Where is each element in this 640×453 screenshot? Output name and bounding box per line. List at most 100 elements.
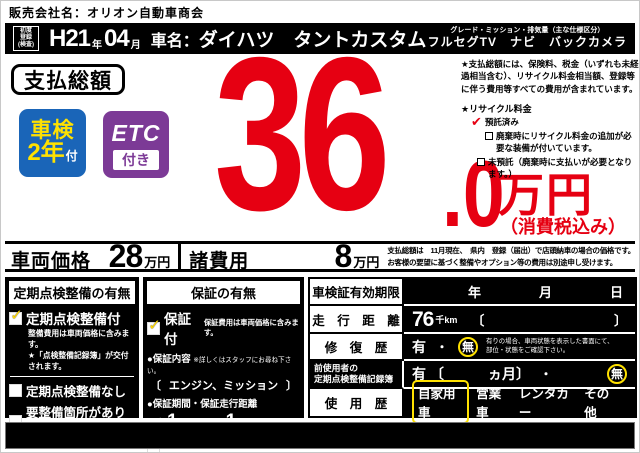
warranty-without-label: 保証なし xyxy=(164,446,215,453)
price-breakdown-row: 車両価格 28 万円 諸費用 8 万円 支払総額は 11月現在、 県内 登録（届… xyxy=(5,238,635,274)
record-label-line1: 前使用者の xyxy=(314,362,358,373)
equipment-list: フルセグTV ナビ バックカメラ xyxy=(427,35,627,50)
etc-badge-text: ETC xyxy=(111,119,161,146)
recycle-add-label: 廃棄時にリサイクル料金の追加が必要な装備が付いています。 xyxy=(496,131,632,153)
table-row-mileage: 走 行 距 離 76 千km 〔 〕 xyxy=(310,306,635,334)
vehicle-header-bar: 初度 登録 (検査) H21 年 04 月 車名： ダイハツ タントカスタム グ… xyxy=(5,23,635,54)
inspection-section-title: 定期点検整備の有無 xyxy=(9,281,135,304)
inspection-with-label: 定期点検整備付 xyxy=(26,312,121,327)
fineprint-column: ★支払総額には、保険料、税金（いずれも未経過相当含む）、リサイクル料金相当額、登… xyxy=(461,58,639,180)
etc-badge-suffix: 付き xyxy=(113,149,159,170)
dealer-name-line: 販売会社名：オリオン自動車商会 xyxy=(9,4,204,21)
etc-badge: ETC 付き xyxy=(103,111,169,178)
mileage-unit: 千km xyxy=(435,314,458,325)
registration-month: 04 xyxy=(104,24,130,52)
usage-option-commercial: 営業車 xyxy=(476,387,502,421)
usage-option-private-selected: 自家用車 xyxy=(412,380,470,425)
record-open-bracket: 〔 xyxy=(430,365,444,382)
inspection-with-checkbox[interactable]: ✓ xyxy=(9,308,23,325)
grade-equipment-block: グレード・ミッション・排気量（主な仕様区分） フルセグTV ナビ バックカメラ xyxy=(428,27,627,51)
registration-year: H21 xyxy=(49,24,91,52)
usage-option-rental: レンタカー xyxy=(518,387,569,421)
table-row-maintenance-record: 前使用者の 定期点検整備記録簿 有 〔 ヵ月〕 ・ 無 xyxy=(310,361,635,389)
shaken-badge-suffix: 付 xyxy=(65,149,78,164)
repair-history-note: 有りの場合、車両状態を表示した書面にて、 部位・状態をご確認下さい。 xyxy=(486,338,614,356)
price-conditions-note: 支払総額は 11月現在、 県内 登録（届出）で店頭納車の場合の価格です。 お客様… xyxy=(387,245,635,268)
recycle-deposited-label: 預託済み xyxy=(484,116,519,127)
repair-no-option-circled: 無 xyxy=(458,336,479,357)
grade-note: グレード・ミッション・排気量（主な仕様区分） xyxy=(450,26,605,34)
fees-label: 諸費用 xyxy=(189,251,250,272)
expiry-month-label: 月 xyxy=(538,285,552,301)
fees-unit: 万円 xyxy=(353,255,380,270)
price-note-line2: お客様の要望に基づく整備やオプション等の費用は別途申し受けます。 xyxy=(387,257,618,267)
section-divider xyxy=(10,376,134,378)
dealer-name: オリオン自動車商会 xyxy=(87,6,205,20)
usage-option-other: その他 xyxy=(584,387,610,421)
first-reg-line1: 初度 xyxy=(19,28,32,35)
record-yes-option: 有 xyxy=(412,365,426,382)
table-row-expiry: 車検証有効期限 年 月 日 xyxy=(310,279,635,307)
vehicle-price-label: 車両価格 xyxy=(11,251,92,272)
vehicle-price-unit: 万円 xyxy=(144,255,171,270)
warranty-content-close-bracket: 〕 xyxy=(286,380,297,392)
separator-dot: ・ xyxy=(540,367,553,382)
warranty-section-title: 保証の有無 xyxy=(147,281,300,304)
warranty-period-label: ●保証期間・保証走行距離 xyxy=(147,399,258,410)
vehicle-price-cell: 車両価格 28 万円 xyxy=(5,240,178,273)
warranty-with-label: 保証付 xyxy=(164,312,191,347)
inspection-with-note1: 整備費用は車両価格に含みます。 xyxy=(28,329,130,349)
expiry-label: 車検証有効期限 xyxy=(310,279,404,307)
record-no-option-circled: 無 xyxy=(607,363,627,384)
price-note-line1: 支払総額は 11月現在、 県内 登録（届出）で店頭納車の場合の価格です。 xyxy=(387,246,635,256)
recycle-deposited-checkmark-icon: ✔ xyxy=(471,113,482,129)
dealer-label: 販売会社名： xyxy=(9,6,88,20)
inspection-without-label: 定期点検整備なし xyxy=(26,385,127,400)
recycle-not-deposited-label: 未預託（廃棄時に支払いが必要となります。） xyxy=(488,157,633,179)
vehicle-price-value: 28 xyxy=(108,238,144,274)
car-name: ダイハツ タントカスタム xyxy=(198,30,427,51)
first-reg-line3: (検査) xyxy=(18,41,34,48)
mileage-open-bracket: 〔 xyxy=(471,312,485,328)
total-price-integer: 36 xyxy=(214,13,391,256)
total-price-unit: 万円 xyxy=(498,169,594,221)
warranty-content-value: エンジン、ミッション xyxy=(168,380,279,392)
warranty-period-km: 1 xyxy=(226,411,237,433)
repair-note-line2: 部位・状態をご確認下さい。 xyxy=(486,346,570,354)
yellow-checkmark-icon: ✓ xyxy=(10,307,23,324)
price-row-divider xyxy=(178,244,182,269)
shaken-2year-badge: 車検 2年付 xyxy=(19,109,86,177)
recycle-fee-title: ★リサイクル料金 xyxy=(461,103,532,114)
shaken-badge-line1: 車検 xyxy=(30,119,75,143)
record-label-line2: 定期点検整備記録簿 xyxy=(314,373,394,384)
total-price-decimal: .0 xyxy=(442,141,505,246)
table-row-repair-history: 修 復 歴 有 ・ 無 有りの場合、車両状態を表示した書面にて、 部位・状態をご… xyxy=(310,333,635,362)
fees-value: 8 xyxy=(334,238,353,274)
inspection-with-note2: ★「点検整備記録簿」が交付されます。 xyxy=(28,351,129,371)
tax-included-note: （消費税込み） xyxy=(500,217,626,237)
recycle-not-deposited-checkbox[interactable] xyxy=(477,158,485,167)
warranty-with-checkbox[interactable]: ✓ xyxy=(147,318,161,335)
usage-history-label: 使 用 歴 xyxy=(310,388,404,417)
inspection-without-checkbox[interactable] xyxy=(9,384,22,398)
first-reg-line2: 登録 xyxy=(19,35,32,42)
vehicle-details-table: 車検証有効期限 年 月 日 走 行 距 離 76 千km 〔 〕 修 復 歴 有… xyxy=(308,277,637,425)
total-payment-note: ★支払総額には、保険料、税金（いずれも未経過相当含む）、リサイクル料金相当額、登… xyxy=(461,59,639,94)
total-payment-label: 支払総額 xyxy=(11,64,125,95)
warranty-content-label: ●保証内容 xyxy=(147,354,191,365)
bottom-blank-bar xyxy=(5,422,635,449)
expiry-day-label: 日 xyxy=(609,285,623,301)
repair-yes-option: 有 xyxy=(412,338,426,355)
mileage-value: 76 xyxy=(412,307,434,331)
table-row-usage-history: 使 用 歴 自家用車 営業車 レンタカー その他 xyxy=(310,380,635,425)
month-unit: 月 xyxy=(130,40,141,51)
car-name-label: 車名： xyxy=(150,32,199,50)
separator-dot: ・ xyxy=(436,340,449,355)
recycle-add-checkbox[interactable] xyxy=(485,132,493,141)
shaken-badge-line2: 2年 xyxy=(27,139,65,167)
record-months-label: ヵ月〕 xyxy=(488,365,530,382)
mileage-close-bracket: 〕 xyxy=(613,312,627,328)
yellow-checkmark-icon: ✓ xyxy=(148,317,161,334)
repair-note-line1: 有りの場合、車両状態を表示した書面にて、 xyxy=(486,337,614,345)
